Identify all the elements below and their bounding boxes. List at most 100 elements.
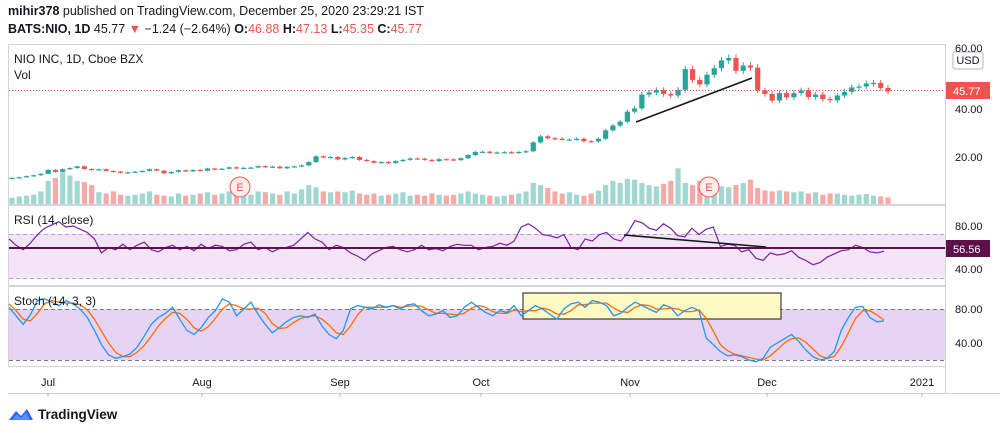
volume-bar — [653, 186, 659, 204]
publish-date-text: published on TradingView.com, December 2… — [62, 4, 425, 18]
candle-body — [291, 166, 297, 168]
volume-bar — [241, 193, 247, 204]
candle-body — [603, 130, 609, 139]
candle-body — [870, 82, 877, 85]
candle-body — [813, 94, 819, 97]
volume-bar — [841, 194, 848, 204]
time-tick-label: Sep — [330, 377, 350, 389]
candle-body — [559, 138, 565, 140]
candle-body — [161, 170, 167, 174]
candle-body — [624, 111, 630, 122]
candle-body — [356, 157, 363, 160]
candle-body — [856, 86, 862, 88]
volume-bar — [320, 191, 326, 204]
tradingview-logo[interactable]: TradingView — [8, 406, 117, 422]
candle-body — [581, 138, 587, 142]
main-legend-title[interactable]: NIO INC, 1D, Cboe BZX — [14, 52, 143, 66]
earnings-marker-nov[interactable]: E — [698, 176, 720, 198]
candle-body — [537, 136, 544, 143]
stoch-legend[interactable]: Stoch (14, 3, 3) — [14, 294, 96, 308]
earnings-marker-aug-label: E — [236, 182, 243, 194]
volume-bar — [248, 194, 254, 204]
time-tick-label: Jul — [41, 377, 55, 389]
candle-body — [31, 175, 37, 177]
candle-body — [494, 152, 500, 154]
volume-bar — [494, 196, 500, 204]
candle-body — [755, 67, 761, 91]
volume-bar — [878, 196, 884, 204]
candle-body — [762, 90, 768, 94]
volume-bar — [219, 193, 225, 204]
price-axis[interactable]: USD 60.00 40.00 20.00 45.77 80.00 56.56 … — [946, 43, 990, 350]
candle-body — [726, 58, 732, 61]
candle-body — [204, 168, 211, 171]
volume-bar — [726, 187, 732, 204]
candle-body — [776, 93, 783, 101]
publisher-username[interactable]: mihir378 — [8, 4, 60, 18]
candle-body — [711, 68, 717, 75]
volume-bar — [212, 194, 218, 204]
earnings-marker-nov-label: E — [705, 182, 712, 194]
candle-body — [834, 95, 840, 101]
volume-bar — [552, 191, 558, 204]
low-value: 45.35 — [342, 22, 374, 36]
rsi-band — [9, 234, 945, 279]
candle-body — [45, 169, 51, 174]
volume-legend[interactable]: Vol — [14, 68, 31, 82]
candle-body — [175, 170, 182, 172]
time-axis[interactable]: Jul Aug Sep Oct Nov Dec 2021 — [41, 377, 934, 397]
rsi-tick-80: 80.00 — [955, 221, 983, 233]
candle-body — [566, 139, 573, 141]
volume-bar — [574, 194, 580, 204]
candlesticks — [9, 54, 891, 180]
pane-frames — [8, 44, 1000, 394]
time-tick-label: Dec — [757, 377, 777, 389]
candle-body — [523, 151, 529, 153]
candle-body — [501, 152, 507, 154]
stoch-highlight-box[interactable] — [522, 292, 782, 320]
volume-bar — [262, 192, 268, 204]
volume-bar — [827, 193, 833, 204]
candle-body — [23, 176, 30, 178]
rsi-legend[interactable]: RSI (14, close) — [14, 213, 93, 227]
candle-body — [588, 141, 594, 143]
volume-bar — [60, 172, 66, 204]
volume-bar — [81, 182, 87, 204]
candle-body — [349, 157, 355, 159]
tradingview-brand: TradingView — [38, 406, 118, 422]
volume-bar — [784, 191, 790, 204]
candle-body — [320, 156, 326, 158]
volume-bar — [291, 193, 297, 204]
high-label: H: — [282, 22, 297, 36]
down-arrow-icon: ▼ — [128, 22, 142, 36]
price-trend-line[interactable] — [635, 77, 753, 123]
volume-bar — [45, 180, 51, 204]
earnings-marker-aug[interactable]: E — [229, 176, 251, 198]
volume-bar — [204, 192, 211, 204]
rsi-trend-line[interactable] — [623, 234, 767, 248]
volume-bar — [689, 185, 696, 204]
time-tick-label: Nov — [620, 377, 640, 389]
candle-body — [574, 138, 580, 140]
volume-bar — [139, 193, 145, 204]
currency-button[interactable] — [952, 51, 984, 70]
last-price-tag-text: 45.77 — [953, 86, 981, 98]
volume-bar — [834, 193, 840, 204]
candle-body — [841, 91, 848, 96]
volume-bar — [110, 191, 116, 204]
rsi-tick-40: 40.00 — [955, 264, 983, 276]
high-value: 47.13 — [296, 22, 328, 36]
candle-body — [668, 94, 674, 96]
volume-bar — [487, 195, 493, 204]
candle-body — [154, 169, 160, 171]
candle-body — [183, 170, 189, 172]
volume-bar — [747, 179, 754, 204]
symbol-label[interactable]: BATS:NIO, 1D — [8, 22, 91, 36]
volume-bar — [660, 183, 667, 204]
candle-body — [342, 157, 348, 160]
candle-body — [617, 121, 623, 126]
candle-body — [682, 69, 688, 90]
candle-body — [96, 169, 102, 171]
volume-bar — [820, 194, 826, 204]
